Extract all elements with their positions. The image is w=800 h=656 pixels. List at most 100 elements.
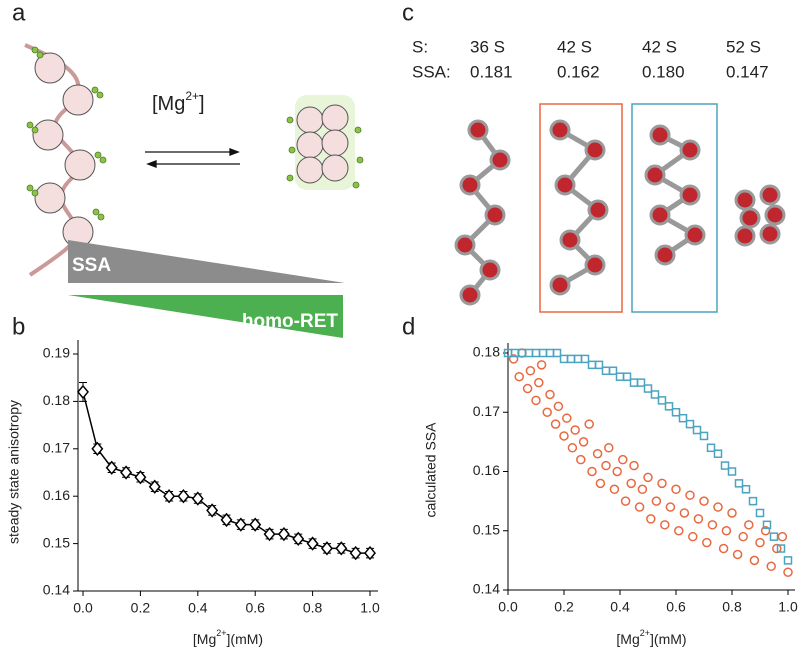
data-point: [77, 384, 89, 400]
compact-fiber: [286, 95, 364, 190]
x-axis-label-part: [Mg: [616, 631, 639, 647]
data-point: [748, 496, 758, 506]
data-point: [573, 354, 583, 364]
data-point: [699, 496, 709, 506]
data-point: [601, 366, 611, 376]
data-point: [685, 490, 695, 500]
data-point: [618, 454, 628, 465]
x-tick-label: 0.6: [666, 599, 686, 615]
data-point: [163, 489, 176, 504]
data-point: [134, 470, 147, 485]
data-point: [760, 526, 771, 536]
data-point: [91, 441, 104, 456]
data-point: [545, 348, 555, 358]
data-point: [720, 461, 730, 470]
data-point: [643, 472, 653, 483]
data-point: [587, 360, 597, 370]
data-point: [685, 419, 695, 429]
x-axis-label-part: [Mg: [193, 631, 216, 647]
data-point: [637, 484, 648, 495]
data-point: [651, 496, 662, 506]
s-value: 36 S: [470, 37, 505, 56]
data-point: [783, 567, 793, 577]
x-tick-label: 0.0: [73, 600, 93, 616]
data-point: [514, 371, 524, 382]
data-point: [776, 544, 786, 553]
row-label: S:: [412, 37, 428, 56]
data-point: [552, 348, 562, 358]
y-axis-label: steady state anisotropy: [6, 400, 22, 544]
data-point: [629, 378, 639, 387]
y-tick-label: 0.14: [43, 582, 70, 598]
data-point: [744, 520, 754, 530]
x-axis-label: [Mg2+](mM): [193, 628, 263, 646]
y-tick-label: 0.16: [43, 487, 70, 503]
data-point: [234, 517, 247, 532]
data-point: [595, 478, 606, 489]
data-point: [105, 460, 118, 475]
panel-label: a: [12, 0, 26, 26]
x-tick-label: 1.0: [360, 600, 380, 616]
y-axis-label: calculated SSA: [423, 422, 439, 518]
x-tick-label: 0.4: [188, 600, 208, 616]
data-point: [755, 508, 765, 518]
y-tick-label: 0.16: [473, 462, 500, 478]
y-tick-label: 0.15: [473, 521, 500, 537]
data-point: [249, 517, 262, 532]
data-point: [612, 466, 622, 477]
x-tick-label: 0.6: [245, 600, 265, 616]
x-tick-label: 0.8: [722, 599, 742, 615]
x-axis-label-part: ](mM): [650, 631, 687, 647]
data-point: [536, 360, 547, 370]
data-point: [718, 543, 729, 554]
panel-label: c: [402, 0, 414, 26]
data-point: [320, 541, 333, 556]
x-tick-label: 0.0: [498, 599, 518, 615]
ssa-label: SSA: [72, 255, 111, 276]
data-point: [609, 484, 620, 495]
data-point: [601, 460, 611, 471]
data-point: [120, 465, 133, 480]
ssa-value: 0.147: [726, 62, 769, 81]
data-point: [148, 479, 161, 494]
data-point: [566, 354, 576, 364]
data-point: [679, 508, 690, 518]
data-point: [550, 419, 561, 429]
data-point: [664, 402, 674, 411]
data-point: [620, 496, 631, 506]
mg-label-part: [Mg: [152, 93, 185, 115]
ssa-value: 0.162: [557, 62, 600, 81]
data-point: [622, 372, 632, 381]
data-point: [559, 354, 569, 364]
data-point: [576, 454, 586, 465]
highlight-box: [631, 103, 718, 313]
data-point: [562, 413, 572, 423]
data-point: [559, 431, 569, 441]
y-tick-label: 0.19: [43, 345, 70, 361]
data-point: [531, 348, 541, 358]
data-point: [220, 512, 233, 528]
mg-label-sup: 2+: [185, 89, 199, 103]
x-axis-label-part: ](mM): [227, 631, 264, 647]
data-point: [734, 479, 744, 488]
homo-ret-label: homo-RET: [242, 311, 338, 332]
data-point: [570, 425, 580, 435]
x-tick-label: 0.8: [303, 600, 323, 616]
data-point: [531, 395, 541, 406]
data-point: [580, 354, 590, 364]
data-point: [277, 526, 290, 542]
s-value: 42 S: [642, 37, 677, 56]
mg-label-part: ]: [199, 93, 205, 115]
panel-label: b: [12, 313, 25, 340]
data-point: [538, 348, 548, 358]
data-point: [783, 556, 793, 565]
data-point: [762, 520, 772, 530]
data-point: [534, 377, 544, 388]
ssa-value: 0.181: [470, 62, 513, 81]
y-tick-label: 0.18: [43, 392, 70, 408]
ssa-wedge: [68, 240, 345, 283]
data-point: [525, 366, 536, 376]
panel-label: d: [402, 313, 415, 340]
row-label: SSA:: [412, 62, 451, 81]
x-axis-label: [Mg2+](mM): [616, 628, 686, 646]
